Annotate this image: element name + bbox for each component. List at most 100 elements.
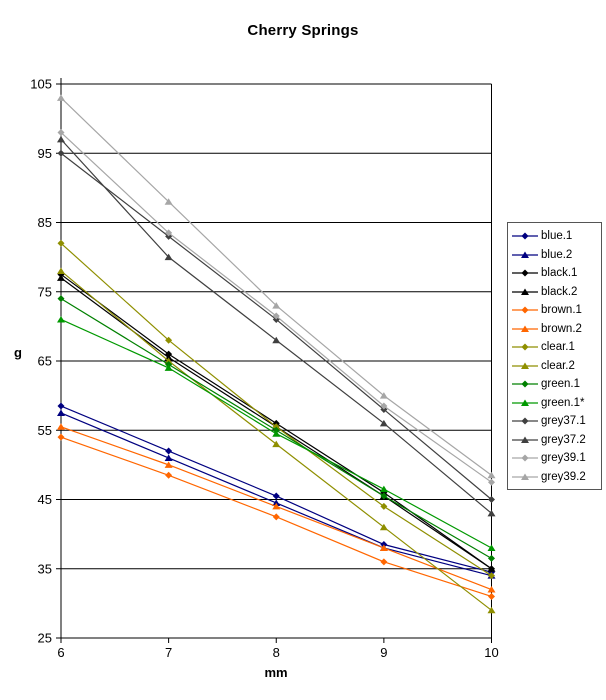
y-tick-label-65: 65 bbox=[38, 354, 52, 369]
legend-label-green.1*: green.1* bbox=[541, 396, 585, 409]
legend-item-grey39.2: grey39.2 bbox=[512, 468, 601, 487]
series-marker-grey37.1 bbox=[57, 149, 65, 157]
y-tick-label-55: 55 bbox=[38, 423, 52, 438]
series-marker-grey39.1 bbox=[165, 229, 173, 237]
series-marker-green.1* bbox=[57, 315, 65, 323]
series-marker-grey39.1 bbox=[488, 478, 495, 486]
legend-label-black.1: black.1 bbox=[541, 267, 578, 280]
series-marker-grey39.1 bbox=[57, 128, 65, 136]
series-line-grey39.2 bbox=[60, 97, 492, 476]
series-marker-grey37.2 bbox=[379, 419, 388, 427]
legend-marker-blue.1 bbox=[521, 232, 529, 240]
series-marker-blue.1 bbox=[272, 492, 280, 500]
series-marker-clear.2 bbox=[164, 357, 173, 364]
legend-label-clear.2: clear.2 bbox=[541, 359, 575, 372]
series-marker-black.2 bbox=[487, 565, 496, 572]
series-marker-clear.2 bbox=[379, 523, 388, 531]
series-marker-brown.2 bbox=[164, 461, 173, 468]
legend-marker-brown.2 bbox=[521, 325, 529, 332]
legend-label-brown.1: brown.1 bbox=[541, 304, 582, 317]
series-marker-brown.1 bbox=[488, 592, 495, 600]
series-marker-clear.1 bbox=[488, 572, 495, 580]
series-marker-grey39.2 bbox=[487, 471, 496, 479]
legend-swatch-triangle-icon bbox=[512, 399, 538, 406]
x-axis-title: mm bbox=[264, 665, 288, 680]
y-tick-label-85: 85 bbox=[38, 215, 52, 230]
legend-item-grey39.1: grey39.1 bbox=[512, 449, 601, 468]
legend-swatch-triangle-icon bbox=[512, 473, 538, 480]
legend-item-brown.1: brown.1 bbox=[512, 301, 601, 320]
y-tick-label-95: 95 bbox=[38, 146, 52, 161]
legend-marker-green.1 bbox=[521, 380, 529, 388]
series-marker-green.1 bbox=[57, 295, 65, 303]
series-marker-grey39.1 bbox=[380, 402, 388, 410]
legend-item-green.1*: green.1* bbox=[512, 394, 601, 413]
series-marker-clear.1 bbox=[57, 239, 65, 247]
series-marker-clear.2 bbox=[57, 267, 65, 274]
series-marker-clear.2 bbox=[272, 440, 281, 448]
series-marker-brown.2 bbox=[272, 502, 281, 510]
legend-item-blue.1: blue.1 bbox=[512, 227, 601, 246]
legend-label-black.2: black.2 bbox=[541, 285, 578, 298]
legend-label-blue.2: blue.2 bbox=[541, 248, 573, 261]
legend-item-clear.2: clear.2 bbox=[512, 357, 601, 376]
legend-item-brown.2: brown.2 bbox=[512, 320, 601, 339]
series-marker-green.1* bbox=[272, 430, 281, 437]
series-marker-grey39.2 bbox=[379, 392, 388, 399]
legend-item-grey37.1: grey37.1 bbox=[512, 412, 601, 431]
y-tick-label-45: 45 bbox=[38, 492, 52, 507]
legend-swatch-diamond-icon bbox=[512, 380, 538, 388]
legend-swatch-diamond-icon bbox=[512, 343, 538, 351]
series-marker-grey37.2 bbox=[57, 135, 65, 143]
legend-swatch-triangle-icon bbox=[512, 325, 538, 332]
series-marker-brown.1 bbox=[57, 433, 65, 441]
x-tick-label-9: 9 bbox=[380, 645, 387, 660]
legend-marker-grey37.2 bbox=[521, 436, 529, 443]
y-tick-label-25: 25 bbox=[38, 631, 52, 646]
series-marker-green.1* bbox=[379, 485, 388, 493]
legend-swatch-diamond-icon bbox=[512, 269, 538, 277]
legend-swatch-diamond-icon bbox=[512, 306, 538, 314]
legend-label-grey39.2: grey39.2 bbox=[541, 470, 586, 483]
legend-marker-grey39.2 bbox=[521, 473, 529, 480]
series-marker-green.1 bbox=[488, 554, 495, 562]
y-tick-label-105: 105 bbox=[30, 77, 52, 92]
series-marker-clear.2 bbox=[487, 606, 496, 614]
legend-marker-brown.1 bbox=[521, 306, 529, 314]
series-marker-grey39.1 bbox=[272, 312, 280, 320]
legend-marker-black.1 bbox=[521, 269, 529, 277]
legend-marker-black.2 bbox=[521, 288, 529, 295]
legend-swatch-diamond-icon bbox=[512, 454, 538, 462]
series-marker-black.2 bbox=[57, 274, 65, 281]
legend-marker-green.1* bbox=[521, 399, 529, 406]
series-marker-grey37.1 bbox=[488, 496, 495, 503]
x-tick-label-8: 8 bbox=[273, 645, 280, 660]
chart-title: Cherry Springs bbox=[247, 22, 359, 39]
series-marker-brown.1 bbox=[380, 558, 388, 566]
legend-swatch-triangle-icon bbox=[512, 362, 538, 369]
series-marker-blue.1 bbox=[165, 447, 173, 455]
series-marker-brown.2 bbox=[379, 544, 388, 551]
y-tick-label-35: 35 bbox=[38, 561, 52, 576]
y-axis-title: g bbox=[14, 345, 22, 360]
series-marker-grey39.2 bbox=[57, 94, 65, 101]
series-marker-green.1 bbox=[380, 492, 388, 500]
legend-label-brown.2: brown.2 bbox=[541, 322, 582, 335]
legend-label-green.1: green.1 bbox=[541, 378, 581, 391]
legend-marker-blue.2 bbox=[521, 251, 529, 258]
legend-swatch-diamond-icon bbox=[512, 417, 538, 425]
legend-label-grey37.2: grey37.2 bbox=[541, 433, 586, 446]
series-marker-brown.2 bbox=[487, 586, 496, 593]
legend-item-blue.2: blue.2 bbox=[512, 246, 601, 265]
series-marker-grey39.2 bbox=[164, 198, 173, 205]
series-marker-blue.2 bbox=[164, 454, 173, 461]
x-tick-label-7: 7 bbox=[165, 645, 172, 660]
series-marker-grey39.2 bbox=[272, 302, 281, 309]
series-marker-brown.1 bbox=[165, 471, 173, 479]
legend-item-black.1: black.1 bbox=[512, 264, 601, 283]
series-marker-brown.1 bbox=[272, 513, 280, 521]
series-marker-grey37.2 bbox=[164, 253, 173, 261]
x-tick-label-10: 10 bbox=[484, 645, 498, 660]
